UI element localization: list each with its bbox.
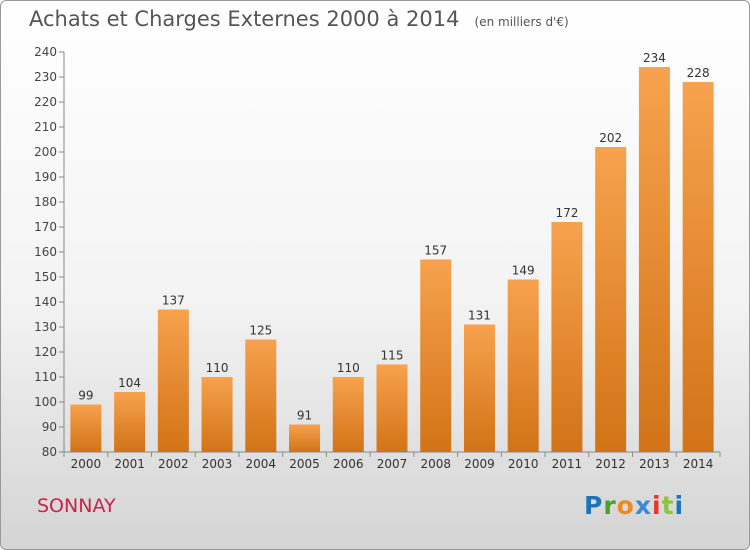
unit-label: (en milliers d'€) bbox=[474, 15, 569, 29]
bar bbox=[420, 259, 452, 452]
y-tick-label: 200 bbox=[34, 145, 57, 159]
y-tick-label: 190 bbox=[34, 170, 57, 184]
y-tick-label: 110 bbox=[34, 370, 57, 384]
logo-letter: t bbox=[661, 491, 675, 520]
bar bbox=[376, 364, 408, 452]
data-label: 157 bbox=[424, 244, 447, 258]
y-tick-label: 90 bbox=[42, 420, 57, 434]
data-label: 125 bbox=[249, 324, 272, 338]
bar bbox=[289, 424, 321, 452]
proxiti-logo: Proxiti bbox=[584, 491, 684, 520]
y-tick-label: 150 bbox=[34, 270, 57, 284]
bar bbox=[463, 324, 495, 452]
bar bbox=[245, 339, 277, 452]
bar bbox=[638, 67, 670, 452]
x-tick-label: 2005 bbox=[289, 457, 320, 471]
data-label: 104 bbox=[118, 376, 141, 390]
bar bbox=[507, 279, 539, 452]
bar bbox=[682, 82, 714, 452]
logo-letter: r bbox=[603, 491, 617, 520]
bar bbox=[595, 147, 627, 452]
x-tick-label: 2013 bbox=[639, 457, 670, 471]
data-label: 149 bbox=[512, 264, 535, 278]
y-tick-label: 230 bbox=[34, 70, 57, 84]
logo-letter: x bbox=[634, 491, 652, 520]
logo-letter: o bbox=[616, 491, 635, 520]
x-tick-label: 2012 bbox=[595, 457, 626, 471]
y-tick-label: 160 bbox=[34, 245, 57, 259]
bar bbox=[201, 377, 233, 452]
x-tick-label: 2004 bbox=[246, 457, 277, 471]
y-tick-label: 80 bbox=[42, 445, 57, 459]
y-tick-label: 240 bbox=[34, 45, 57, 59]
x-tick-label: 2011 bbox=[552, 457, 583, 471]
bar bbox=[157, 309, 189, 452]
x-tick-label: 2003 bbox=[202, 457, 233, 471]
y-tick-label: 170 bbox=[34, 220, 57, 234]
x-tick-label: 2001 bbox=[114, 457, 145, 471]
y-tick-label: 210 bbox=[34, 120, 57, 134]
x-tick-label: 2000 bbox=[71, 457, 102, 471]
bar bbox=[114, 392, 146, 452]
data-label: 115 bbox=[381, 349, 404, 363]
data-label: 110 bbox=[206, 361, 229, 375]
data-label: 202 bbox=[599, 131, 622, 145]
x-tick-label: 2009 bbox=[464, 457, 495, 471]
data-label: 91 bbox=[297, 409, 312, 423]
title-text: Achats et Charges Externes 2000 à 2014 bbox=[29, 7, 460, 31]
y-tick-label: 220 bbox=[34, 95, 57, 109]
bar bbox=[70, 404, 102, 452]
data-label: 131 bbox=[468, 309, 491, 323]
x-tick-label: 2014 bbox=[683, 457, 714, 471]
y-tick-label: 100 bbox=[34, 395, 57, 409]
data-label: 234 bbox=[643, 51, 666, 65]
bar bbox=[332, 377, 364, 452]
y-tick-label: 120 bbox=[34, 345, 57, 359]
data-label: 172 bbox=[555, 206, 578, 220]
x-tick-label: 2008 bbox=[420, 457, 451, 471]
bar bbox=[551, 222, 583, 452]
x-tick-label: 2007 bbox=[377, 457, 408, 471]
logo-letter: i bbox=[674, 491, 685, 520]
x-tick-label: 2006 bbox=[333, 457, 364, 471]
x-tick-label: 2002 bbox=[158, 457, 189, 471]
y-tick-label: 180 bbox=[34, 195, 57, 209]
x-tick-label: 2010 bbox=[508, 457, 539, 471]
y-tick-label: 130 bbox=[34, 320, 57, 334]
chart-title: Achats et Charges Externes 2000 à 2014 (… bbox=[29, 7, 569, 31]
y-tick-label: 140 bbox=[34, 295, 57, 309]
data-label: 99 bbox=[78, 389, 93, 403]
data-label: 228 bbox=[687, 66, 710, 80]
data-label: 137 bbox=[162, 294, 185, 308]
logo-letter: P bbox=[584, 491, 604, 520]
logo-letter: i bbox=[652, 491, 662, 520]
data-label: 110 bbox=[337, 361, 360, 375]
town-name: SONNAY bbox=[37, 495, 116, 517]
